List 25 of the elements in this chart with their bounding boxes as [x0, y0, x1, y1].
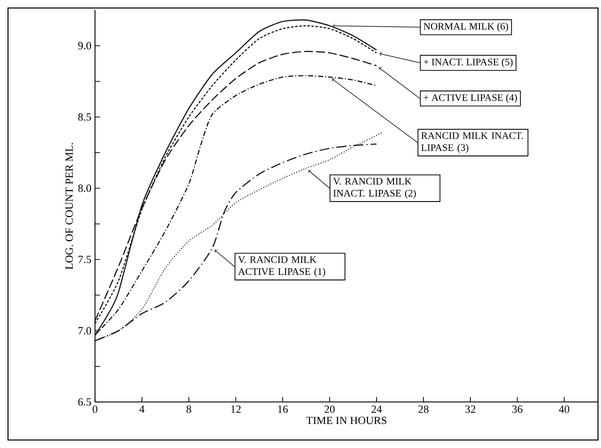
text: RANCID MILK INACT. LIPASE (3) — [421, 132, 523, 153]
y-axis-title: LOG. OF COUNT PER ML. — [66, 143, 73, 270]
x-tick-label: 28 — [418, 406, 429, 413]
text: + INACT. LIPASE (5) — [424, 58, 513, 68]
x-tick-label: 12 — [231, 406, 241, 413]
y-tick-label: 7.5 — [78, 256, 92, 264]
y-tick-label: 8.0 — [78, 184, 92, 192]
text: NORMAL MILK (6) — [424, 22, 508, 32]
text: V. RANCID MILK ACTIVE LIPASE (1) — [238, 256, 326, 277]
x-axis-title: TIME IN HOURS — [306, 416, 386, 424]
x-tick-label: 24 — [372, 406, 382, 413]
x-tick-label: 36 — [512, 406, 522, 413]
x-tick-label: 20 — [324, 406, 335, 413]
x-tick-label: 40 — [558, 406, 570, 413]
y-tick-label: 7.0 — [78, 327, 92, 334]
x-tick-label: 4 — [139, 406, 144, 413]
x-tick-label: 0 — [92, 406, 98, 413]
x-tick-label: 32 — [465, 406, 476, 413]
x-tick-label: 16 — [278, 406, 288, 413]
text: + ACTIVE LIPASE (4) — [424, 94, 517, 103]
series-label: V. RANCID MILK INACT. LIPASE (2) — [333, 178, 416, 199]
y-tick-label: 6.5 — [78, 398, 92, 406]
x-tick-label: 8 — [186, 406, 192, 413]
y-tick-label: 9.0 — [78, 42, 92, 50]
y-tick-label: 8.5 — [78, 113, 92, 121]
